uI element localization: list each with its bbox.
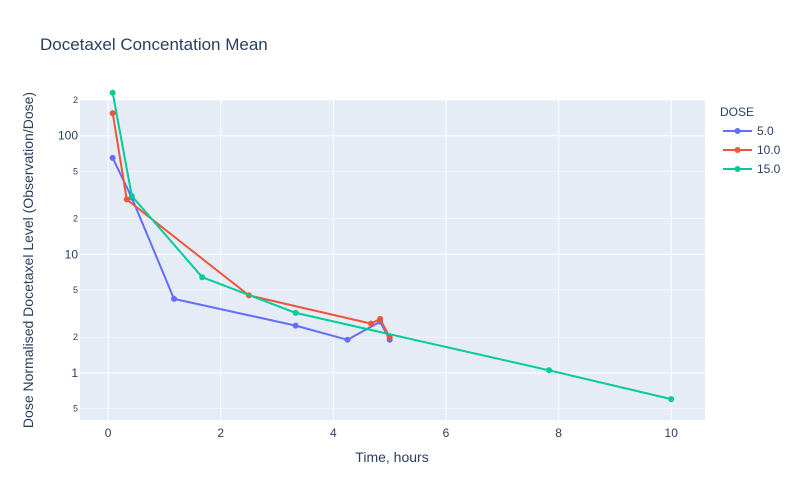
series-layer xyxy=(109,89,675,403)
legend-label: 5.0 xyxy=(757,124,774,138)
x-tick-label: 0 xyxy=(105,426,112,440)
data-point xyxy=(386,334,393,341)
data-point xyxy=(368,320,375,327)
data-point xyxy=(171,295,178,302)
data-point xyxy=(546,367,553,374)
legend-item: 10.0 xyxy=(723,143,781,157)
data-point xyxy=(668,396,675,403)
y-minor-tick-label: 5 xyxy=(73,166,78,176)
legend-item: 5.0 xyxy=(723,124,774,138)
y-axis-ticks: 1 10 100 5 2 5 2 5 2 xyxy=(58,95,78,414)
grid-lines xyxy=(80,99,705,420)
legend-swatch-marker xyxy=(734,128,741,134)
data-point xyxy=(109,89,116,96)
data-point xyxy=(344,336,351,343)
x-tick-label: 6 xyxy=(443,426,450,440)
x-tick-label: 2 xyxy=(217,426,224,440)
x-tick-label: 8 xyxy=(555,426,562,440)
y-tick-label: 1 xyxy=(71,366,78,380)
x-axis-ticks: 0 2 4 6 8 10 xyxy=(105,426,678,440)
legend-swatch-marker xyxy=(734,147,741,153)
legend-title: DOSE xyxy=(720,105,754,119)
data-point xyxy=(109,154,116,161)
data-point xyxy=(292,322,299,329)
series-10.0 xyxy=(109,110,393,341)
legend: DOSE 5.0 10.0 15.0 xyxy=(720,105,781,176)
legend-label: 10.0 xyxy=(757,143,781,157)
data-point xyxy=(109,110,116,117)
x-tick-label: 10 xyxy=(665,426,679,440)
data-point xyxy=(377,315,384,322)
x-tick-label: 4 xyxy=(330,426,337,440)
data-point xyxy=(199,274,206,281)
x-axis-title: Time, hours xyxy=(355,449,428,465)
y-tick-label: 10 xyxy=(65,247,79,261)
plot-area xyxy=(80,100,705,420)
y-minor-tick-label: 5 xyxy=(73,285,78,295)
legend-label: 15.0 xyxy=(757,162,781,176)
y-minor-tick-label: 5 xyxy=(73,404,78,414)
y-axis-title: Dose Normalised Docetaxel Level (Observa… xyxy=(20,92,36,428)
data-point xyxy=(128,192,135,199)
series-15.0 xyxy=(109,89,675,403)
y-minor-tick-label: 2 xyxy=(73,214,78,224)
data-point xyxy=(123,196,130,203)
y-minor-tick-label: 2 xyxy=(73,95,78,105)
series-line xyxy=(111,112,391,338)
legend-swatch-marker xyxy=(734,166,741,172)
series-line xyxy=(111,92,672,401)
y-tick-label: 100 xyxy=(58,129,78,143)
y-minor-tick-label: 2 xyxy=(73,332,78,342)
chart-title: Docetaxel Concentation Mean xyxy=(40,35,268,54)
data-point xyxy=(292,309,299,316)
legend-item: 15.0 xyxy=(723,162,781,176)
